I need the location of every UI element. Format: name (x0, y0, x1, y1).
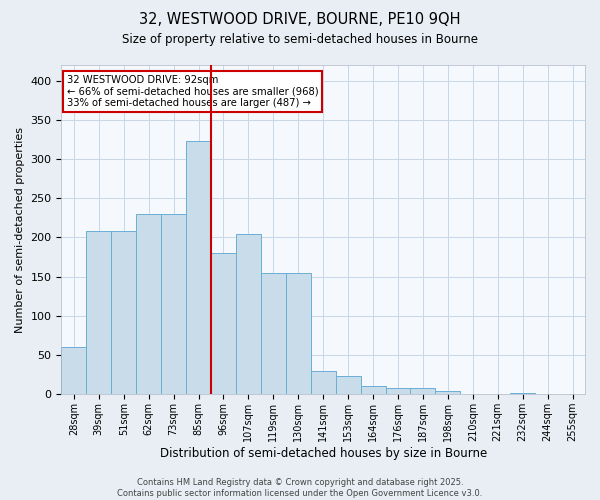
Bar (510, 392, 535, 394)
Bar (311, 371, 335, 394)
Bar (410, 388, 436, 394)
X-axis label: Distribution of semi-detached houses by size in Bourne: Distribution of semi-detached houses by … (160, 447, 487, 460)
Text: Size of property relative to semi-detached houses in Bourne: Size of property relative to semi-detach… (122, 32, 478, 46)
Bar (261, 273, 286, 394)
Bar (186, 141, 211, 395)
Bar (386, 388, 410, 394)
Bar (61, 348, 86, 395)
Bar (161, 214, 186, 394)
Bar (286, 273, 311, 394)
Bar (436, 391, 460, 394)
Bar (236, 234, 261, 394)
Text: 32 WESTWOOD DRIVE: 92sqm
← 66% of semi-detached houses are smaller (968)
33% of : 32 WESTWOOD DRIVE: 92sqm ← 66% of semi-d… (67, 75, 318, 108)
Text: 32, WESTWOOD DRIVE, BOURNE, PE10 9QH: 32, WESTWOOD DRIVE, BOURNE, PE10 9QH (139, 12, 461, 28)
Y-axis label: Number of semi-detached properties: Number of semi-detached properties (15, 126, 25, 332)
Bar (211, 253, 236, 394)
Bar (86, 231, 111, 394)
Text: Contains HM Land Registry data © Crown copyright and database right 2025.
Contai: Contains HM Land Registry data © Crown c… (118, 478, 482, 498)
Bar (111, 231, 136, 394)
Bar (335, 376, 361, 394)
Bar (361, 386, 386, 394)
Bar (136, 214, 161, 394)
